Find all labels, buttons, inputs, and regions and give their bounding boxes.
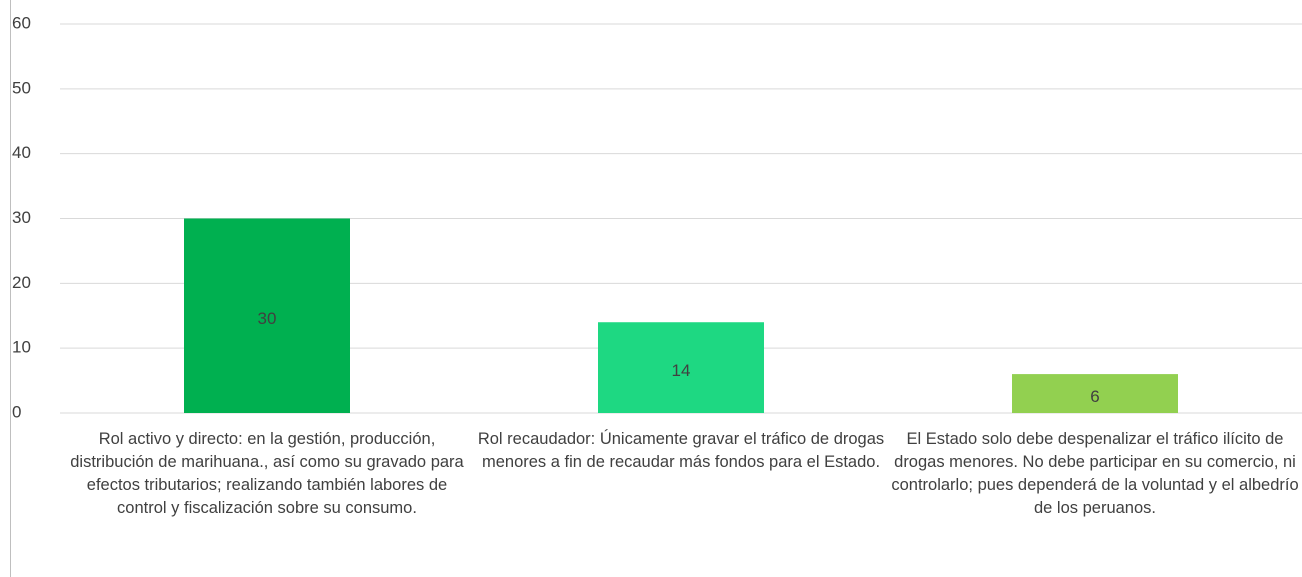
value-label: 14: [672, 361, 691, 380]
y-tick-label: 20: [12, 273, 31, 292]
y-tick-label: 30: [12, 208, 31, 227]
x-tick-label: Rol recaudador: Únicamente gravar el trá…: [477, 430, 885, 471]
y-tick-label: 60: [12, 13, 31, 32]
bar: [184, 218, 350, 413]
y-tick-label: 0: [12, 402, 21, 421]
y-tick-label: 10: [12, 338, 31, 357]
x-tick-label: Rol activo y directo: en la gestión, pro…: [70, 430, 464, 517]
x-tick-label-box: El Estado solo debe despenalizar el tráf…: [891, 430, 1299, 517]
y-tick-label: 40: [12, 143, 31, 162]
x-tick-label-box: Rol recaudador: Únicamente gravar el trá…: [477, 430, 885, 471]
y-tick-label: 50: [12, 78, 31, 97]
x-tick-label: El Estado solo debe despenalizar el tráf…: [891, 430, 1299, 517]
x-tick-label-box: Rol activo y directo: en la gestión, pro…: [70, 430, 464, 517]
bar: [598, 322, 764, 413]
value-label: 30: [258, 309, 277, 328]
bar: [1012, 374, 1178, 413]
value-label: 6: [1090, 387, 1099, 406]
